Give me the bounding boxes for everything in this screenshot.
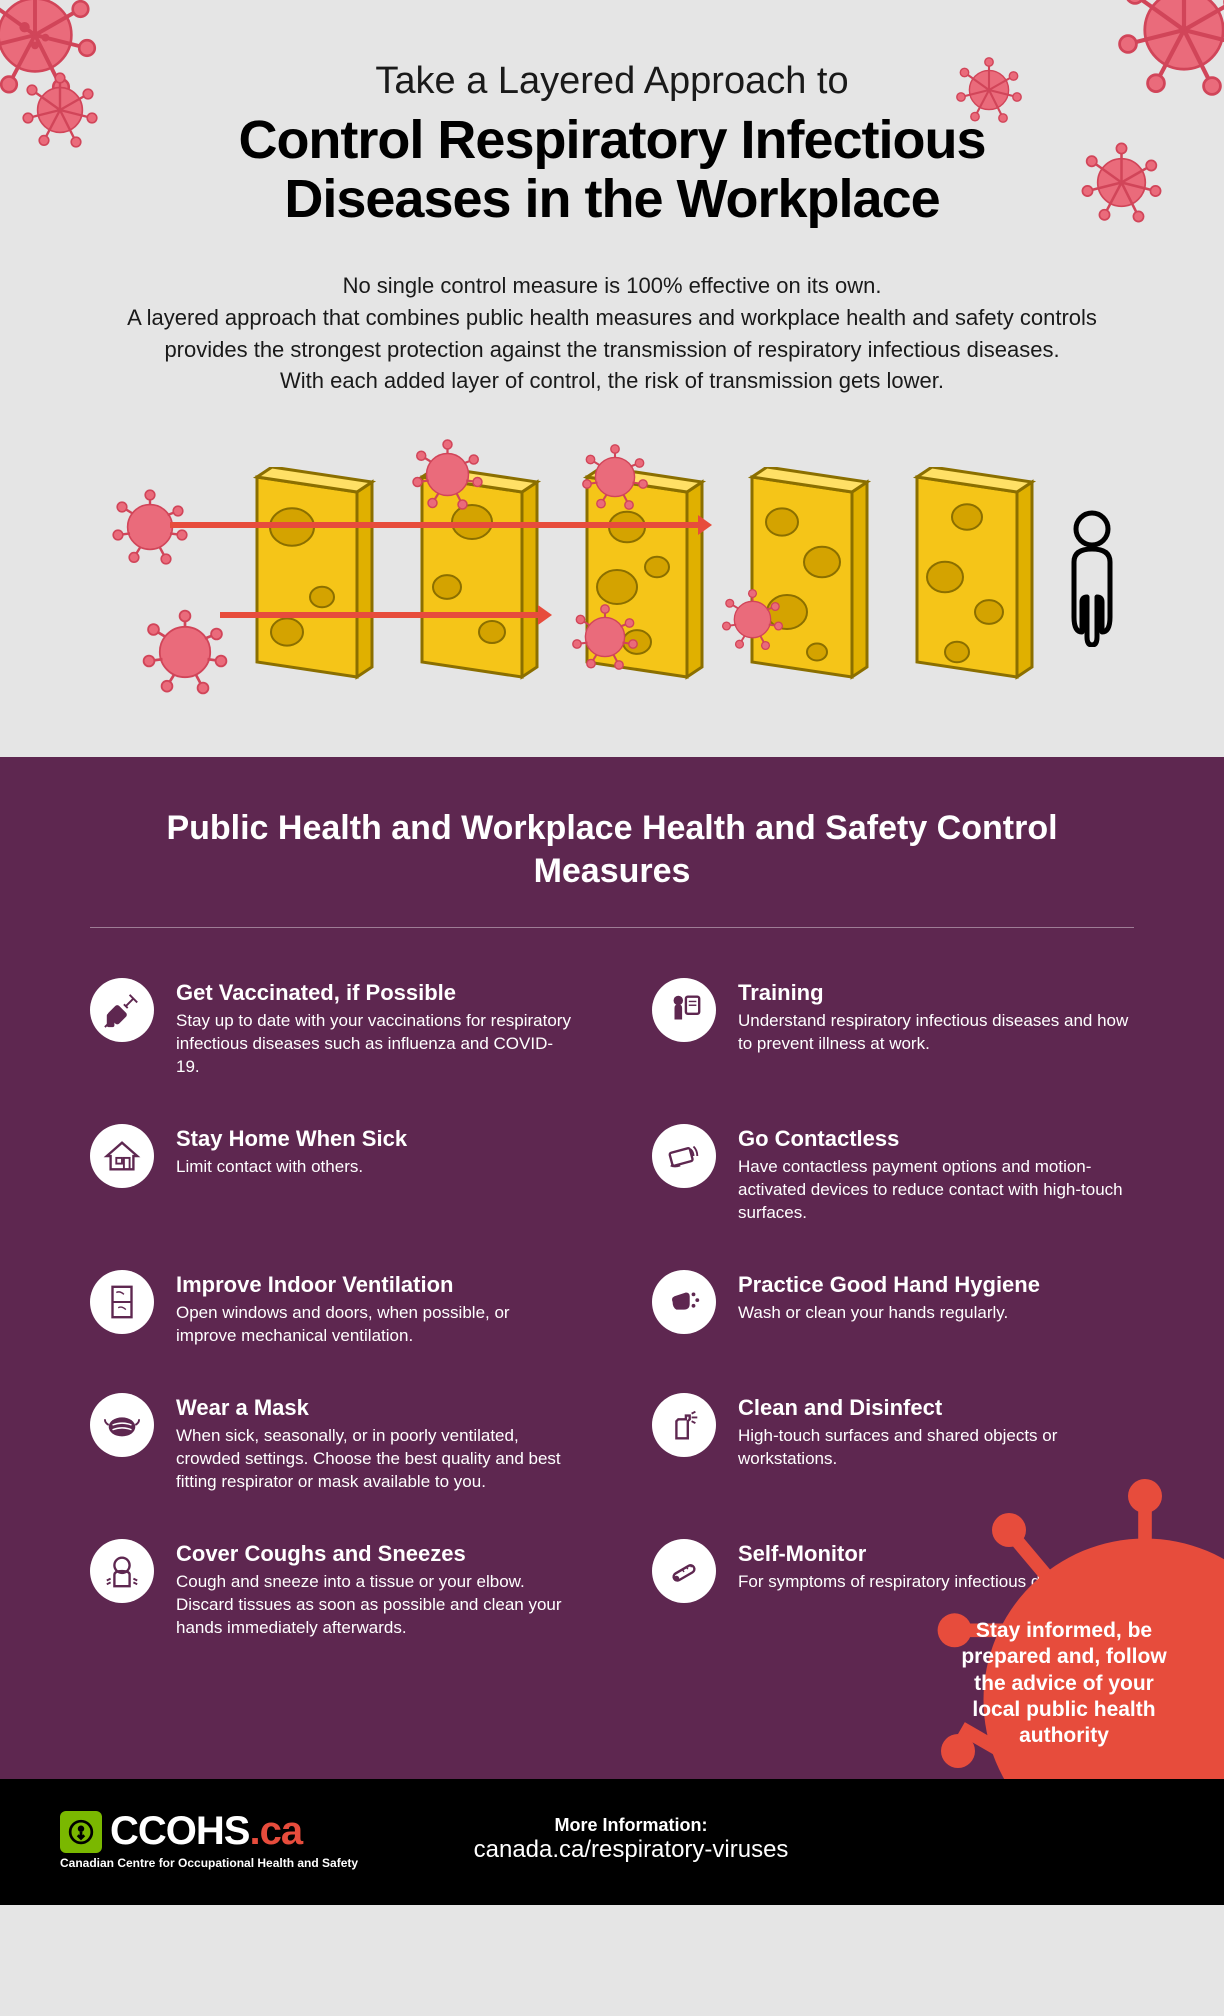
more-info-url: canada.ca/respiratory-viruses (474, 1836, 789, 1864)
measure-item: Wear a Mask When sick, seasonally, or in… (90, 1393, 572, 1494)
title-block: Take a Layered Approach to Control Respi… (162, 60, 1062, 230)
cough-icon (90, 1539, 154, 1603)
logo-subtitle: Canadian Centre for Occupational Health … (60, 1856, 358, 1870)
person-icon (1062, 507, 1122, 647)
measure-title: Get Vaccinated, if Possible (176, 980, 572, 1006)
virus-decoration-icon (140, 607, 230, 697)
measure-title: Go Contactless (738, 1126, 1134, 1152)
measure-text: Clean and Disinfect High-touch surfaces … (738, 1393, 1134, 1471)
measure-description: Cough and sneeze into a tissue or your e… (176, 1571, 572, 1640)
measure-item: Go Contactless Have contactless payment … (652, 1124, 1134, 1225)
more-info: More Information: canada.ca/respiratory-… (474, 1815, 789, 1864)
measure-title: Cover Coughs and Sneezes (176, 1541, 572, 1567)
measure-text: Cover Coughs and Sneezes Cough and sneez… (176, 1539, 572, 1640)
measure-item: Training Understand respiratory infectio… (652, 978, 1134, 1079)
measure-text: Practice Good Hand Hygiene Wash or clean… (738, 1270, 1134, 1325)
measure-text: Wear a Mask When sick, seasonally, or in… (176, 1393, 572, 1494)
logo-block: CCOHS.ca Canadian Centre for Occupationa… (60, 1809, 358, 1870)
cheese-slice (897, 467, 1037, 687)
logo-mark-icon (60, 1811, 102, 1853)
measure-description: Open windows and doors, when possible, o… (176, 1302, 572, 1348)
measure-item: Improve Indoor Ventilation Open windows … (90, 1270, 572, 1348)
infographic-page: Take a Layered Approach to Control Respi… (0, 0, 1224, 1905)
measure-item: Stay Home When Sick Limit contact with o… (90, 1124, 572, 1225)
measure-description: Have contactless payment options and mot… (738, 1156, 1134, 1225)
measure-description: When sick, seasonally, or in poorly vent… (176, 1425, 572, 1494)
cheese-slice-icon (897, 467, 1037, 687)
virus-decoration-icon (1114, 0, 1224, 100)
measure-title: Clean and Disinfect (738, 1395, 1134, 1421)
virus-decoration-icon (720, 587, 785, 652)
measure-title: Improve Indoor Ventilation (176, 1272, 572, 1298)
measures-section: Public Health and Workplace Health and S… (0, 757, 1224, 1779)
corner-advice-text: Stay informed, be prepared and, follow t… (949, 1618, 1179, 1749)
virus-decoration-icon (410, 437, 485, 512)
spray-icon (652, 1393, 716, 1457)
arrow-icon (170, 522, 700, 528)
divider (90, 927, 1134, 928)
house-icon (90, 1124, 154, 1188)
main-title: Control Respiratory Infectious Diseases … (162, 111, 1062, 230)
section-title: Public Health and Workplace Health and S… (90, 807, 1134, 892)
virus-decoration-icon (20, 70, 100, 150)
cheese-slice (237, 467, 377, 687)
intro-text: No single control measure is 100% effect… (112, 270, 1112, 398)
handwash-icon (652, 1270, 716, 1334)
measure-title: Wear a Mask (176, 1395, 572, 1421)
measure-description: Stay up to date with your vaccinations f… (176, 1010, 572, 1079)
measure-description: Understand respiratory infectious diseas… (738, 1010, 1134, 1056)
swiss-cheese-diagram (80, 447, 1144, 707)
subtitle: Take a Layered Approach to (162, 60, 1062, 103)
measure-item: Cover Coughs and Sneezes Cough and sneez… (90, 1539, 572, 1640)
window-icon (90, 1270, 154, 1334)
contactless-icon (652, 1124, 716, 1188)
more-info-label: More Information: (474, 1815, 789, 1836)
measure-text: Improve Indoor Ventilation Open windows … (176, 1270, 572, 1348)
mask-icon (90, 1393, 154, 1457)
logo-text: CCOHS.ca (110, 1809, 302, 1854)
virus-decoration-icon (580, 442, 650, 512)
measure-description: Limit contact with others. (176, 1156, 572, 1179)
syringe-icon (90, 978, 154, 1042)
cheese-slice (732, 467, 872, 687)
measure-text: Training Understand respiratory infectio… (738, 978, 1134, 1056)
top-section: Take a Layered Approach to Control Respi… (0, 0, 1224, 757)
cheese-slice-icon (237, 467, 377, 687)
measure-text: Go Contactless Have contactless payment … (738, 1124, 1134, 1225)
measure-text: Get Vaccinated, if Possible Stay up to d… (176, 978, 572, 1079)
measure-item: Get Vaccinated, if Possible Stay up to d… (90, 978, 572, 1079)
measure-item: Practice Good Hand Hygiene Wash or clean… (652, 1270, 1134, 1348)
measure-title: Practice Good Hand Hygiene (738, 1272, 1134, 1298)
cheese-slice-icon (732, 467, 872, 687)
measure-text: Stay Home When Sick Limit contact with o… (176, 1124, 572, 1179)
measure-title: Training (738, 980, 1134, 1006)
measure-description: High-touch surfaces and shared objects o… (738, 1425, 1134, 1471)
thermometer-icon (652, 1539, 716, 1603)
measure-title: Stay Home When Sick (176, 1126, 572, 1152)
footer: CCOHS.ca Canadian Centre for Occupationa… (0, 1779, 1224, 1905)
training-icon (652, 978, 716, 1042)
arrow-icon (220, 612, 540, 618)
measure-description: Wash or clean your hands regularly. (738, 1302, 1134, 1325)
virus-decoration-icon (1079, 140, 1164, 225)
virus-decoration-icon (570, 602, 640, 672)
